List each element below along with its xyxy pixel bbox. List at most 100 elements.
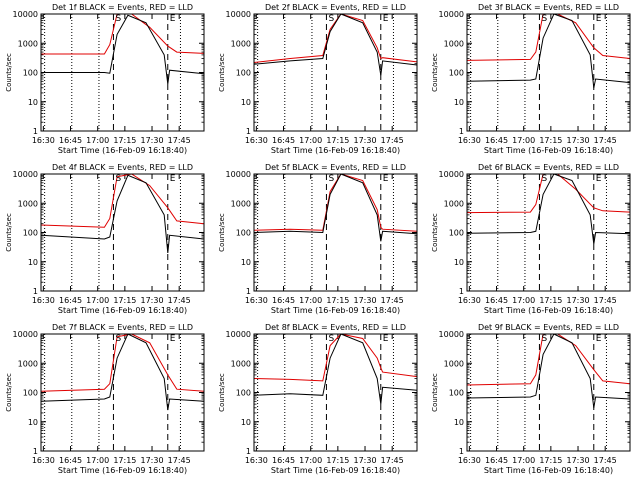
y-axis-label: Counts/sec — [218, 213, 226, 252]
y-tick-label: 1000 — [18, 39, 38, 48]
y-axis-label: Counts/sec — [431, 373, 439, 412]
y-tick-label: 1 — [33, 447, 38, 456]
event-marker-e: E — [170, 334, 176, 344]
plot-frame — [253, 173, 418, 292]
panel-title: Det 5f BLACK = Events, RED = LLD — [265, 163, 406, 172]
y-tick-label: 10 — [28, 258, 38, 267]
y-tick-label: 1 — [246, 447, 251, 456]
panel-4: Det 4f BLACK = Events, RED = LLD Counts/s… — [5, 163, 205, 315]
y-tick-label: 10000 — [13, 10, 38, 19]
event-marker-s: S — [541, 174, 547, 184]
x-tick-label: 16:30 — [245, 456, 268, 465]
y-tick-label: 1 — [33, 287, 38, 296]
y-tick-label: 10000 — [13, 170, 38, 179]
plot-frame — [40, 333, 205, 452]
y-tick-label: 1 — [246, 287, 251, 296]
lld-series-line — [467, 14, 630, 61]
event-marker-s: S — [115, 334, 121, 344]
x-tick-label: 16:30 — [458, 456, 481, 465]
x-tick-label: 16:45 — [272, 296, 295, 305]
x-tick-label: 16:30 — [32, 296, 55, 305]
panel-5: Det 5f BLACK = Events, RED = LLD Counts/s… — [218, 163, 418, 315]
events-series-line — [41, 14, 204, 85]
y-tick-label: 1000 — [444, 359, 464, 368]
y-tick-label: 1000 — [18, 199, 38, 208]
y-axis-label: Counts/sec — [431, 213, 439, 252]
x-tick-label: 17:00 — [512, 296, 535, 305]
x-axis-label: Start Time (16-Feb-09 16:18:40) — [271, 306, 400, 315]
x-tick-label: 17:15 — [326, 296, 349, 305]
x-tick-label: 16:45 — [272, 456, 295, 465]
events-series-line — [254, 14, 417, 76]
y-tick-label: 100 — [236, 229, 251, 238]
x-axis-label: Start Time (16-Feb-09 16:18:40) — [484, 146, 613, 155]
plot-frame — [253, 333, 418, 452]
y-axis-label: Counts/sec — [5, 213, 13, 252]
x-tick-label: 17:15 — [113, 136, 136, 145]
y-tick-label: 1 — [459, 127, 464, 136]
y-tick-label: 10 — [454, 418, 464, 427]
x-tick-label: 16:30 — [32, 456, 55, 465]
y-tick-label: 1000 — [231, 359, 251, 368]
y-tick-label: 100 — [23, 389, 38, 398]
x-tick-label: 17:00 — [299, 456, 322, 465]
y-axis-label: Counts/sec — [431, 53, 439, 92]
panel-title: Det 2f BLACK = Events, RED = LLD — [265, 3, 406, 12]
y-tick-label: 1 — [246, 127, 251, 136]
y-tick-label: 10 — [241, 258, 251, 267]
event-marker-s: S — [328, 174, 334, 184]
x-tick-label: 17:30 — [566, 456, 589, 465]
events-series-line — [41, 334, 204, 411]
x-tick-label: 17:15 — [539, 456, 562, 465]
x-tick-label: 16:30 — [245, 136, 268, 145]
x-tick-label: 17:30 — [353, 296, 376, 305]
y-tick-label: 10 — [241, 418, 251, 427]
event-marker-s: S — [328, 14, 334, 24]
x-tick-label: 17:15 — [326, 136, 349, 145]
plot-frame — [466, 333, 631, 452]
x-tick-label: 17:45 — [381, 456, 404, 465]
x-tick-label: 16:45 — [59, 136, 82, 145]
x-axis-label: Start Time (16-Feb-09 16:18:40) — [271, 466, 400, 475]
y-axis-label: Counts/sec — [218, 373, 226, 412]
lld-series-line — [41, 334, 204, 392]
y-tick-label: 100 — [23, 69, 38, 78]
x-tick-label: 17:30 — [140, 136, 163, 145]
y-tick-label: 100 — [449, 389, 464, 398]
x-tick-label: 16:45 — [59, 456, 82, 465]
x-tick-label: 16:45 — [485, 136, 508, 145]
x-tick-label: 17:00 — [299, 136, 322, 145]
y-tick-label: 10 — [454, 98, 464, 107]
events-series-line — [254, 174, 417, 242]
y-tick-label: 10000 — [439, 10, 464, 19]
event-marker-e: E — [383, 14, 389, 24]
event-marker-e: E — [170, 174, 176, 184]
y-axis-label: Counts/sec — [5, 53, 13, 92]
y-axis-label: Counts/sec — [218, 53, 226, 92]
lld-series-line — [467, 174, 630, 214]
x-tick-label: 16:30 — [458, 136, 481, 145]
x-tick-label: 17:00 — [86, 456, 109, 465]
plot-frame — [466, 13, 631, 132]
y-tick-label: 10000 — [226, 10, 251, 19]
x-tick-label: 17:15 — [113, 296, 136, 305]
lld-series-line — [254, 174, 417, 232]
plot-frame — [253, 13, 418, 132]
x-tick-label: 17:15 — [539, 136, 562, 145]
y-tick-label: 100 — [449, 229, 464, 238]
y-tick-label: 10 — [241, 98, 251, 107]
events-series-line — [254, 334, 417, 405]
x-tick-label: 17:15 — [539, 296, 562, 305]
x-tick-label: 16:30 — [32, 136, 55, 145]
y-tick-label: 1 — [459, 447, 464, 456]
y-tick-label: 1 — [459, 287, 464, 296]
panel-title: Det 6f BLACK = Events, RED = LLD — [478, 163, 619, 172]
panel-9: Det 9f BLACK = Events, RED = LLD Counts/s… — [431, 323, 631, 475]
x-axis-label: Start Time (16-Feb-09 16:18:40) — [271, 146, 400, 155]
plot-frame — [40, 13, 205, 132]
event-marker-s: S — [328, 334, 334, 344]
events-series-line — [467, 174, 630, 245]
panel-7: Det 7f BLACK = Events, RED = LLD Counts/s… — [5, 323, 205, 475]
